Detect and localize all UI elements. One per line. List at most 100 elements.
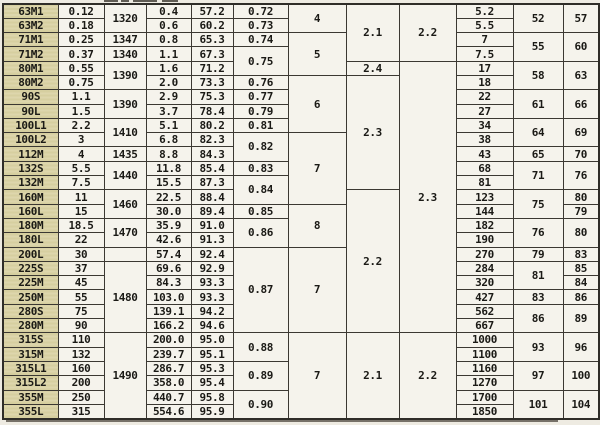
cell-frame: 71M1 [2, 32, 59, 48]
cell-frame: 280S [2, 303, 59, 320]
cell-noise-1: 61 [512, 89, 564, 119]
cell-speed: 1490 [103, 332, 147, 420]
cell-weight: 427 [455, 289, 514, 305]
cell-current: 0.8 [145, 32, 192, 48]
cell-efficiency: 94.2 [190, 303, 234, 320]
table-row: 225S 37 1480 69.6 92.9 284 81 85 [2, 260, 600, 334]
bottom-rule [6, 420, 558, 422]
cell-weight: 43 [455, 146, 514, 162]
cell-ratio-a: 7 [287, 332, 347, 420]
cell-frame: 71M2 [2, 46, 59, 62]
cell-efficiency: 91.0 [190, 217, 234, 234]
cell-noise-2: 85 [562, 260, 600, 277]
cell-noise-1: 65 [512, 146, 564, 162]
cell-efficiency: 71.2 [190, 60, 234, 76]
cell-current: 239.7 [145, 346, 192, 362]
cell-weight: 320 [455, 275, 514, 291]
cell-current: 200.0 [145, 332, 192, 348]
cell-weight: 144 [455, 203, 514, 219]
cell-weight: 1850 [455, 403, 514, 420]
cell-power: 160 [57, 360, 105, 377]
cell-noise-1: 71 [512, 160, 564, 191]
cell-noise-2: 79 [562, 203, 600, 219]
cell-frame: 90L [2, 103, 59, 119]
cell-noise-1: 81 [512, 260, 564, 291]
cell-current: 42.6 [145, 232, 192, 248]
cell-noise-2: 69 [562, 117, 600, 148]
cell-frame: 315M [2, 346, 59, 362]
cell-power-factor: 0.74 [232, 32, 289, 48]
cell-efficiency: 92.4 [190, 246, 234, 262]
cell-frame: 225S [2, 260, 59, 277]
cell-speed: 1390 [103, 60, 147, 91]
cell-weight: 1100 [455, 346, 514, 362]
torn-text-fragment [162, 0, 178, 2]
cell-power: 75 [57, 303, 105, 320]
cell-power: 22 [57, 232, 105, 248]
cell-efficiency: 87.3 [190, 175, 234, 191]
cell-current: 15.5 [145, 175, 192, 191]
cell-weight: 22 [455, 89, 514, 105]
cell-noise-1: 76 [512, 217, 564, 248]
cell-frame: 315S [2, 332, 59, 348]
cell-efficiency: 95.4 [190, 375, 234, 391]
cell-power-factor: 0.86 [232, 217, 289, 248]
cell-ratio-a: 8 [287, 203, 347, 248]
cell-current: 11.8 [145, 160, 192, 177]
cell-power: 18.5 [57, 217, 105, 234]
cell-weight: 7.5 [455, 46, 514, 62]
cell-weight: 1700 [455, 389, 514, 405]
cell-weight: 27 [455, 103, 514, 119]
cell-frame: 250M [2, 289, 59, 305]
cell-noise-2: 70 [562, 146, 600, 162]
cell-power-factor: 0.77 [232, 89, 289, 105]
cell-weight: 38 [455, 132, 514, 148]
cell-power: 5.5 [57, 160, 105, 177]
cell-weight: 81 [455, 175, 514, 191]
cell-power: 0.55 [57, 60, 105, 76]
cell-weight: 17 [455, 60, 514, 76]
cell-frame: 160M [2, 189, 59, 205]
cell-power: 0.75 [57, 74, 105, 91]
cell-efficiency: 92.9 [190, 260, 234, 277]
cell-efficiency: 67.3 [190, 46, 234, 62]
cell-weight: 1160 [455, 360, 514, 377]
cell-ratio-b: 2.2 [345, 189, 400, 334]
table-row: 132S 5.5 1440 11.8 85.4 0.83 68 71 76 [2, 160, 600, 191]
cell-ratio-b: 2.3 [345, 74, 400, 191]
cell-power-factor: 0.72 [232, 3, 289, 19]
cell-efficiency: 78.4 [190, 103, 234, 119]
cell-efficiency: 93.3 [190, 275, 234, 291]
cell-current: 0.6 [145, 17, 192, 34]
cell-noise-2: 80 [562, 189, 600, 205]
cell-noise-2: 84 [562, 275, 600, 291]
table-row: 315L2 200 358.0 95.4 1270 [2, 375, 599, 391]
cell-frame: 80M2 [2, 74, 59, 91]
cell-weight: 68 [455, 160, 514, 177]
cell-frame: 80M1 [2, 60, 59, 76]
table-row: 315L1 160 286.7 95.3 0.89 1160 97 100 [2, 360, 600, 391]
cell-ratio-b: 2.1 [345, 3, 400, 62]
cell-efficiency: 73.3 [190, 74, 234, 91]
cell-power-factor: 0.75 [232, 46, 289, 76]
cell-power: 45 [57, 275, 105, 291]
cell-frame: 100L1 [2, 117, 59, 134]
cell-weight: 182 [455, 217, 514, 234]
table-row: 100L1 2.2 1410 5.1 80.2 0.81 34 64 69 [2, 117, 600, 148]
table-row: 112M 4 1435 8.8 84.3 43 65 70 [2, 146, 600, 162]
cell-noise-1: 79 [512, 246, 564, 262]
cell-speed: 1470 [103, 217, 147, 248]
cell-weight: 7 [455, 32, 514, 48]
cell-noise-1: 58 [512, 60, 564, 91]
table-row: 100L2 3 6.8 82.3 0.82 7 38 [2, 132, 599, 205]
cell-efficiency: 94.6 [190, 318, 234, 334]
cell-current: 3.7 [145, 103, 192, 119]
cell-noise-2: 96 [562, 332, 600, 362]
cell-ratio-c: 2.2 [398, 3, 457, 62]
cell-power: 200 [57, 375, 105, 391]
cell-current: 0.4 [145, 3, 192, 19]
cell-frame: 355L [2, 403, 59, 420]
cell-frame: 355M [2, 389, 59, 405]
cell-noise-1: 101 [512, 389, 564, 420]
